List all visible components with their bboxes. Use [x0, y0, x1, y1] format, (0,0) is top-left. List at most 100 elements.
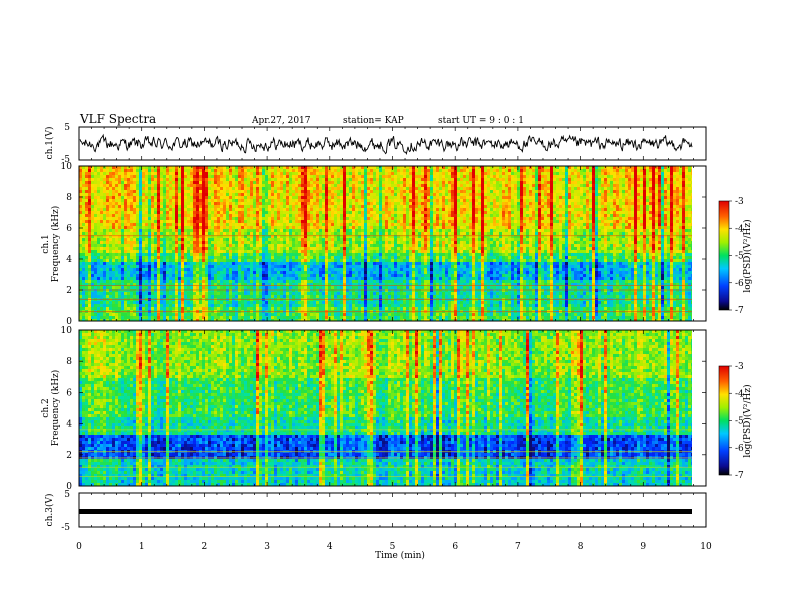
psd-cell	[127, 250, 130, 253]
psd-cell	[211, 184, 214, 187]
psd-cell	[271, 226, 274, 229]
psd-cell	[343, 169, 346, 172]
psd-cell	[91, 292, 94, 295]
psd-cell	[103, 235, 106, 238]
psd-cell	[358, 208, 361, 211]
psd-cell	[355, 244, 358, 247]
psd-cell	[106, 286, 109, 289]
psd-cell	[91, 169, 94, 172]
psd-cell	[85, 274, 88, 277]
psd-cell	[265, 226, 268, 229]
psd-cell	[115, 244, 118, 247]
psd-cell	[277, 226, 280, 229]
psd-cell	[343, 226, 346, 229]
psd-cell	[325, 184, 328, 187]
psd-cell	[226, 226, 229, 229]
psd-cell	[250, 181, 253, 184]
psd-cell	[280, 181, 283, 184]
psd-cell	[148, 175, 151, 178]
psd-cell	[190, 301, 193, 304]
psd-cell	[211, 271, 214, 274]
psd-cell	[283, 307, 286, 310]
psd-cell	[349, 247, 352, 250]
psd-cell	[154, 208, 157, 211]
psd-cell	[85, 169, 88, 172]
psd-cell	[316, 271, 319, 274]
psd-cell	[304, 307, 307, 310]
psd-cell	[271, 178, 274, 181]
psd-cell	[85, 277, 88, 280]
psd-cell	[262, 214, 265, 217]
psd-cell	[130, 199, 133, 202]
psd-cell	[97, 166, 100, 169]
psd-cell	[349, 205, 352, 208]
psd-cell	[205, 187, 208, 190]
psd-cell	[112, 217, 115, 220]
psd-cell	[334, 283, 337, 286]
psd-cell	[184, 169, 187, 172]
psd-cell	[238, 256, 241, 259]
psd-cell	[316, 196, 319, 199]
psd-cell	[193, 316, 196, 319]
psd-cell	[322, 208, 325, 211]
psd-cell	[337, 313, 340, 316]
psd-cell	[91, 274, 94, 277]
psd-cell	[217, 283, 220, 286]
psd-cell	[262, 268, 265, 271]
psd-cell	[274, 271, 277, 274]
psd-cell	[352, 169, 355, 172]
psd-cell	[205, 199, 208, 202]
psd-cell	[193, 232, 196, 235]
psd-cell	[262, 259, 265, 262]
psd-cell	[301, 304, 304, 307]
psd-cell	[328, 268, 331, 271]
psd-cell	[211, 196, 214, 199]
psd-cell	[109, 169, 112, 172]
psd-cell	[346, 184, 349, 187]
psd-cell	[160, 169, 163, 172]
psd-cell	[157, 217, 160, 220]
psd-cell	[289, 178, 292, 181]
psd-cell	[313, 253, 316, 256]
psd-cell	[328, 286, 331, 289]
psd-cell	[295, 190, 298, 193]
psd-cell	[214, 286, 217, 289]
psd-cell	[166, 271, 169, 274]
psd-cell	[193, 184, 196, 187]
psd-cell	[304, 166, 307, 169]
psd-cell	[85, 184, 88, 187]
psd-cell	[88, 316, 91, 319]
psd-cell	[205, 247, 208, 250]
psd-cell	[142, 184, 145, 187]
psd-cell	[325, 304, 328, 307]
psd-cell	[109, 214, 112, 217]
psd-cell	[172, 259, 175, 262]
psd-cell	[310, 211, 313, 214]
psd-cell	[157, 211, 160, 214]
psd-cell	[124, 283, 127, 286]
psd-cell	[94, 265, 97, 268]
psd-cell	[130, 289, 133, 292]
psd-cell	[97, 262, 100, 265]
psd-cell	[103, 184, 106, 187]
psd-cell	[151, 196, 154, 199]
psd-cell	[271, 199, 274, 202]
psd-cell	[214, 220, 217, 223]
psd-cell	[268, 235, 271, 238]
psd-cell	[223, 193, 226, 196]
psd-cell	[85, 259, 88, 262]
psd-cell	[301, 289, 304, 292]
psd-cell	[292, 247, 295, 250]
psd-cell	[358, 175, 361, 178]
psd-cell	[127, 238, 130, 241]
psd-cell	[103, 262, 106, 265]
psd-cell	[244, 271, 247, 274]
psd-cell	[202, 265, 205, 268]
psd-cell	[289, 295, 292, 298]
psd-cell	[232, 205, 235, 208]
psd-cell	[268, 304, 271, 307]
psd-cell	[355, 232, 358, 235]
psd-cell	[226, 253, 229, 256]
psd-cell	[136, 172, 139, 175]
psd-cell	[325, 208, 328, 211]
